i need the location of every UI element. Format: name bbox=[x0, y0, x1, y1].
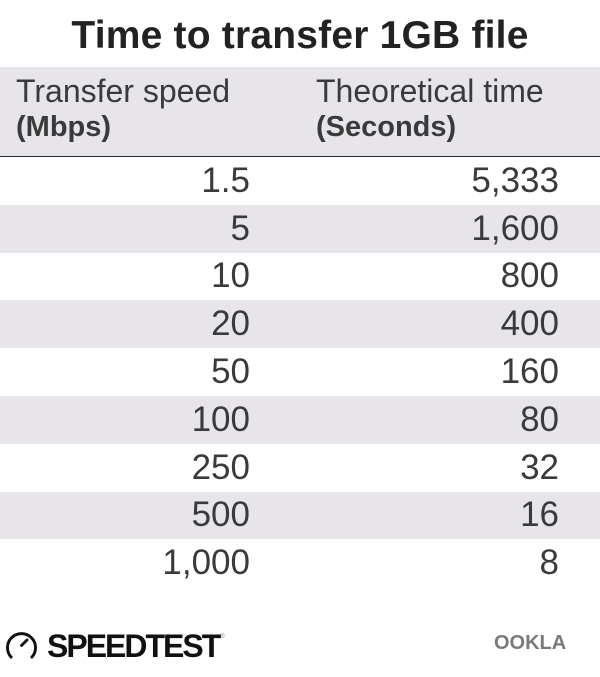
svg-text:OOKLA: OOKLA bbox=[494, 632, 566, 654]
